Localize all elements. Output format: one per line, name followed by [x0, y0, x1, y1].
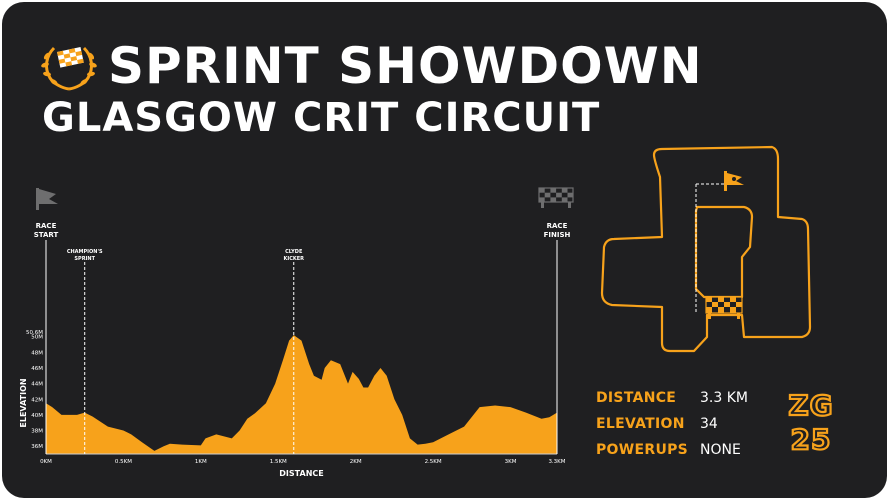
checkered-finish-flag-icon	[538, 187, 574, 208]
marker-label: RACE	[36, 222, 57, 230]
y-tick-label: 42M	[31, 397, 43, 403]
elevation-profile-chart: RACESTARTCHAMPION'SSPRINTCLYDEKICKERRACE…	[19, 187, 574, 478]
stat-powerups: POWERUPS NONE	[596, 437, 748, 463]
x-tick-label: 0.5KM	[115, 459, 132, 465]
y-axis-label: ELEVATION	[19, 378, 28, 427]
x-tick-label: 2KM	[350, 459, 362, 465]
elevation-area	[46, 335, 557, 454]
y-tick-label: 36M	[31, 444, 43, 450]
route-finish-checkered-icon	[705, 296, 743, 319]
event-title: SPRINT SHOWDOWN	[108, 37, 703, 95]
route-line	[600, 145, 812, 353]
marker-label: FINISH	[544, 231, 571, 239]
x-axis-label: DISTANCE	[279, 469, 323, 478]
marker-label: RACE	[547, 222, 568, 230]
course-stats: DISTANCE 3.3 KM ELEVATION 34 POWERUPS NO…	[596, 385, 748, 463]
stat-elevation: ELEVATION 34	[596, 411, 748, 437]
stat-distance: DISTANCE 3.3 KM	[596, 385, 748, 411]
badge-line-1: ZG	[788, 389, 833, 422]
stat-label: DISTANCE	[596, 390, 677, 406]
x-tick-label: 0KM	[40, 459, 52, 465]
zg25-brand-badge: ZG 25	[787, 388, 833, 453]
stat-label: POWERUPS	[596, 442, 689, 458]
x-tick-label: 1.5KM	[270, 459, 287, 465]
y-tick-label: 46M	[31, 366, 43, 372]
marker-label: START	[34, 231, 59, 239]
marker-label: CLYDE	[285, 249, 303, 255]
course-name: GLASGOW CRIT CIRCUIT	[42, 95, 601, 141]
y-tick-label: 50.6M	[26, 330, 43, 336]
course-map	[600, 145, 812, 353]
x-tick-label: 3.3KM	[548, 459, 565, 465]
stat-value: 34	[700, 416, 718, 432]
marker-label: KICKER	[283, 256, 304, 262]
marker-label: SPRINT	[74, 256, 95, 262]
x-tick-label: 2.5KM	[425, 459, 442, 465]
y-tick-label: 38M	[31, 429, 43, 435]
x-tick-label: 3KM	[505, 459, 517, 465]
badge-line-2: 25	[791, 423, 832, 453]
stat-label: ELEVATION	[596, 416, 685, 432]
stat-value: 3.3 KM	[700, 390, 748, 406]
route-start-flag-icon	[724, 171, 744, 191]
y-tick-label: 44M	[31, 382, 43, 388]
route-inner-line	[694, 205, 754, 299]
y-tick-label: 50M	[31, 335, 43, 341]
laurel-checkered-flag-icon	[41, 46, 97, 91]
y-tick-label: 40M	[31, 413, 43, 419]
marker-label: CHAMPION'S	[67, 249, 103, 255]
x-tick-label: 1KM	[195, 459, 207, 465]
stat-value: NONE	[700, 442, 741, 458]
y-tick-label: 48M	[31, 350, 43, 356]
race-start-flag-icon	[36, 188, 58, 210]
